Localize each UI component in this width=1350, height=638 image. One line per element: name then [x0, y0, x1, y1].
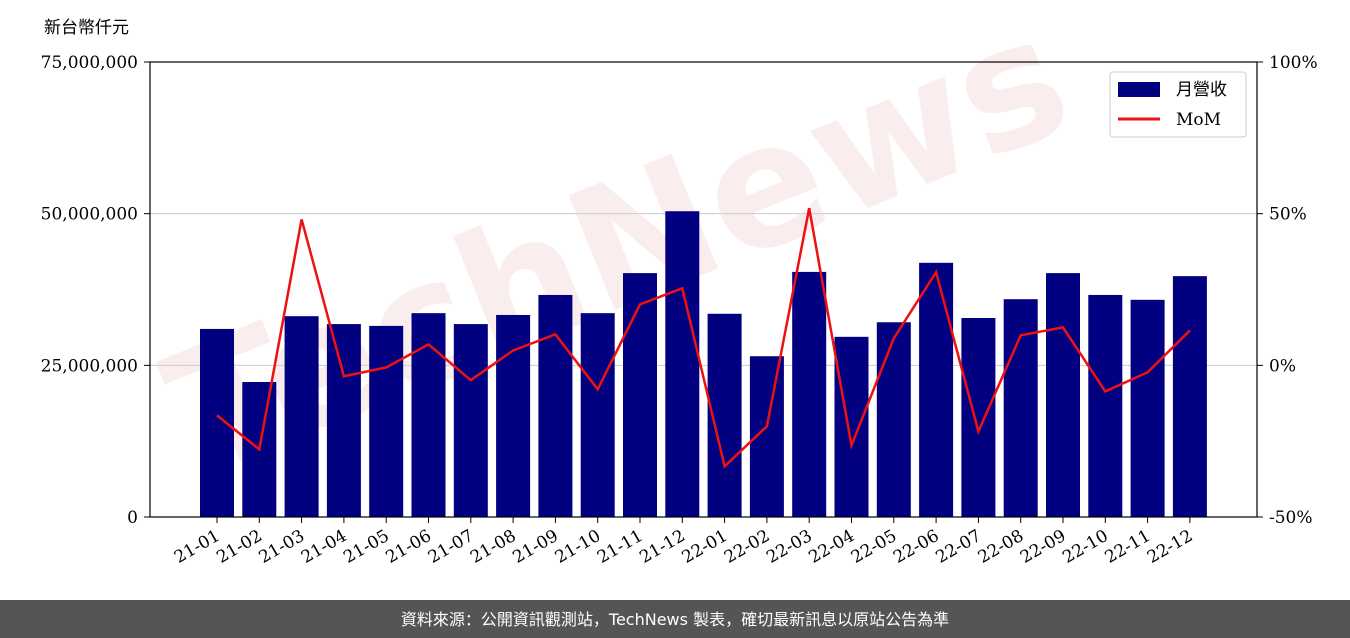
bar [580, 313, 615, 517]
y2-tick-label: 100% [1269, 53, 1318, 73]
x-tick-label: 22-08 [975, 526, 1027, 568]
x-tick-label: 22-07 [932, 526, 984, 568]
y2-tick-label: 0% [1269, 356, 1296, 376]
bar [1130, 299, 1165, 517]
x-tick-label: 21-08 [467, 526, 519, 568]
legend-label: 月營收 [1176, 80, 1227, 100]
x-tick-label: 21-12 [636, 526, 688, 568]
bar [1046, 273, 1080, 517]
bar [834, 336, 869, 517]
x-tick-label: 21-07 [425, 526, 477, 568]
bar [1088, 294, 1123, 517]
x-tick-label: 21-05 [340, 526, 392, 568]
x-tick-label: 21-10 [552, 526, 604, 568]
bar [496, 314, 531, 517]
y-tick-label: 75,000,000 [41, 53, 138, 73]
plot-frame [149, 61, 1258, 518]
legend-label: MoM [1176, 110, 1221, 130]
x-tick-label: 21-04 [298, 526, 350, 568]
x-tick-label: 22-03 [763, 526, 815, 568]
x-tick-label: 22-09 [1017, 526, 1069, 568]
x-tick-label: 22-11 [1102, 526, 1154, 568]
bar [792, 271, 827, 517]
footer: 資料來源：公開資訊觀測站，TechNews 製表，確切最新訊息以原站公告為準 [401, 610, 949, 629]
legend-swatch [1118, 82, 1160, 97]
y-axis-label: 新台幣仟元 [44, 18, 129, 38]
x-tick-label: 21-01 [171, 526, 223, 568]
x-tick-label: 21-02 [213, 526, 265, 568]
x-tick-label: 22-01 [679, 526, 731, 568]
bar [1172, 276, 1207, 517]
x-tick-label: 22-04 [806, 526, 858, 568]
bar [369, 325, 404, 517]
bar [284, 316, 319, 517]
bar [961, 318, 996, 517]
footer-band [0, 600, 1350, 638]
bar [200, 328, 234, 517]
y-tick-label: 25,000,000 [41, 356, 138, 376]
x-tick-label: 22-06 [890, 526, 942, 568]
bar [538, 294, 573, 517]
bar [623, 273, 657, 517]
y-tick-label: 50,000,000 [41, 205, 138, 225]
y2-tick-label: -50% [1269, 508, 1313, 528]
x-tick-label: 21-11 [594, 526, 646, 568]
bar [411, 313, 446, 517]
bar [665, 211, 700, 518]
x-tick-label: 21-06 [383, 526, 435, 568]
y2-tick-label: 50% [1269, 205, 1307, 225]
x-tick-label: 22-12 [1144, 526, 1196, 568]
x-tick-label: 22-10 [1059, 526, 1111, 568]
y-tick-label: 0 [127, 508, 138, 528]
bar [876, 322, 911, 517]
x-tick-label: 21-03 [256, 526, 308, 568]
bar [326, 324, 361, 517]
x-tick-label: 22-05 [848, 526, 900, 568]
bar [453, 324, 488, 517]
x-tick-label: 22-02 [721, 526, 773, 568]
x-tick-label: 21-09 [509, 526, 561, 568]
line [216, 207, 1191, 469]
bar [919, 262, 954, 517]
